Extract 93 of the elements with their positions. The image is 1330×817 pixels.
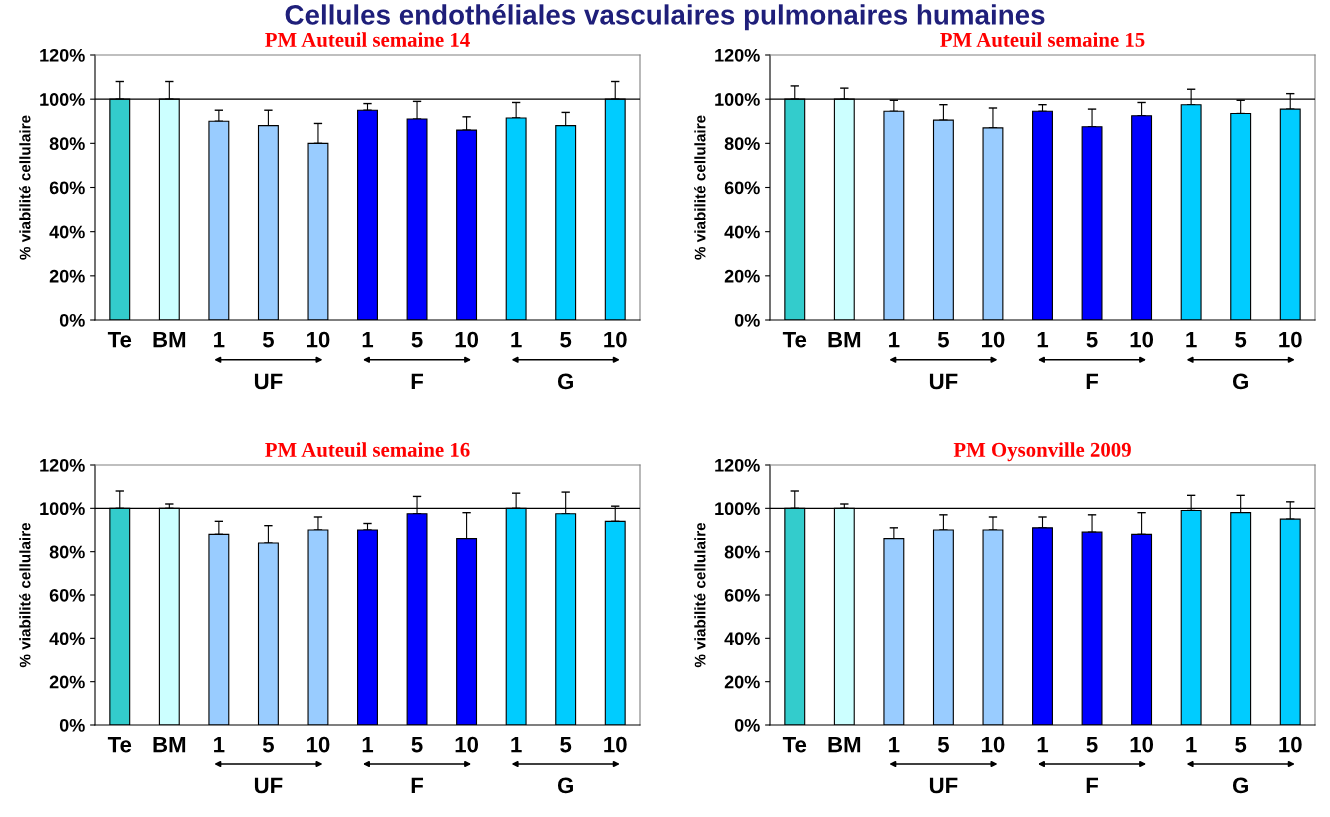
x-tick-label: 10 — [455, 736, 479, 753]
x-tick-label: 1 — [511, 331, 522, 348]
x-tick-label: 5 — [411, 736, 423, 753]
y-tick-label: 20% — [724, 675, 760, 689]
x-tick-label: BM — [828, 736, 861, 753]
x-tick-label: 5 — [1086, 331, 1098, 348]
x-tick-label: BM — [153, 736, 186, 753]
x-tick-label: 5 — [937, 331, 949, 348]
x-tick-label: 1 — [1186, 736, 1197, 753]
text: F — [1086, 777, 1099, 794]
x-tick-label: 1 — [511, 736, 522, 753]
y-tick-label: 60% — [724, 588, 760, 602]
y-tick-label: 0% — [59, 313, 85, 327]
y-tick-label: 80% — [49, 137, 85, 151]
y-tick-label: 0% — [59, 718, 85, 732]
x-tick-label: Te — [782, 331, 807, 348]
y-tick-label: 80% — [49, 545, 85, 559]
x-tick-label: 5 — [937, 736, 949, 753]
y-tick-label: 40% — [724, 632, 760, 646]
y-tick-label: 60% — [49, 181, 85, 195]
y-tick-label: 120% — [40, 48, 85, 62]
text: UF — [929, 777, 958, 794]
x-tick-label: 1 — [214, 736, 225, 753]
x-tick-label: BM — [828, 331, 861, 348]
x-tick-label: 10 — [455, 331, 479, 348]
x-tick-label: 1 — [889, 331, 900, 348]
text: G — [557, 777, 573, 794]
x-tick-label: 1 — [214, 331, 225, 348]
y-axis-title: % viabilité cellulaire — [694, 522, 706, 668]
x-tick-label: 10 — [982, 331, 1005, 348]
x-tick-label: 5 — [262, 331, 274, 348]
y-tick-label: 20% — [49, 269, 85, 283]
y-tick-label: 80% — [724, 137, 760, 151]
chart-title: PM Oysonville 2009 — [953, 442, 1131, 462]
x-tick-label: 5 — [1235, 331, 1247, 348]
x-tick-label: 5 — [1086, 736, 1098, 753]
x-tick-label: 10 — [1279, 331, 1302, 348]
y-tick-label: 40% — [49, 632, 85, 646]
y-tick-label: 40% — [49, 225, 85, 239]
chart-title: PM Auteuil semaine 16 — [265, 442, 470, 457]
x-tick-label: 10 — [1130, 736, 1154, 753]
text: F — [411, 373, 424, 390]
x-tick-label: 1 — [362, 736, 374, 753]
y-tick-label: 100% — [40, 502, 85, 516]
text: G — [1232, 777, 1248, 794]
x-tick-label: 5 — [560, 331, 572, 348]
y-tick-label: 20% — [49, 675, 85, 689]
y-tick-label: 100% — [40, 93, 85, 106]
x-tick-label: 1 — [889, 736, 900, 753]
x-tick-label: Te — [107, 331, 132, 348]
x-tick-label: 1 — [1037, 331, 1049, 348]
text: F — [411, 777, 424, 794]
x-tick-label: 1 — [362, 331, 374, 348]
x-tick-label: Te — [107, 736, 132, 753]
chart-subtitle: PM Auteuil semaine 14 — [265, 32, 470, 47]
y-tick-label: 100% — [715, 502, 760, 516]
x-tick-label: 10 — [1279, 736, 1302, 753]
y-axis-title: % viabilité cellulaire — [19, 115, 31, 260]
y-axis-title: % viabilité cellulaire — [19, 522, 31, 668]
y-tick-label: 100% — [715, 93, 760, 106]
y-tick-label: 0% — [734, 313, 760, 327]
x-tick-label: 1 — [1037, 736, 1049, 753]
y-tick-label: 80% — [724, 545, 760, 559]
y-tick-label: 120% — [715, 458, 760, 472]
y-axis-title: % viabilité cellulaire — [694, 115, 706, 260]
text: G — [557, 373, 573, 390]
y-tick-label: 0% — [734, 718, 760, 732]
x-tick-label: 10 — [1130, 331, 1154, 348]
text: UF — [254, 777, 283, 794]
x-tick-label: Te — [782, 736, 807, 753]
y-tick-label: 60% — [49, 588, 85, 602]
x-tick-label: 5 — [1235, 736, 1247, 753]
chart-title: PM Auteuil semaine 15 — [940, 32, 1145, 47]
y-tick-label: 60% — [724, 181, 760, 195]
x-tick-label: 10 — [604, 736, 627, 753]
x-tick-label: 1 — [1186, 331, 1197, 348]
text: F — [1086, 373, 1099, 390]
text: UF — [929, 373, 958, 390]
chart-title: Cellules endothéliales vasculaires pulmonaires humaines — [285, 4, 1045, 31]
x-tick-label: 10 — [982, 736, 1005, 753]
text: G — [1232, 373, 1248, 390]
y-tick-label: 40% — [724, 225, 760, 239]
y-tick-label: 20% — [724, 269, 760, 283]
y-tick-label: 120% — [715, 48, 760, 62]
x-tick-label: 10 — [307, 736, 330, 753]
x-tick-label: BM — [153, 331, 186, 348]
x-tick-label: 5 — [560, 736, 572, 753]
x-tick-label: 5 — [411, 331, 423, 348]
x-tick-label: 10 — [307, 331, 330, 348]
y-tick-label: 120% — [40, 458, 85, 472]
text: UF — [254, 373, 283, 390]
x-tick-label: 5 — [262, 736, 274, 753]
x-tick-label: 10 — [604, 331, 627, 348]
